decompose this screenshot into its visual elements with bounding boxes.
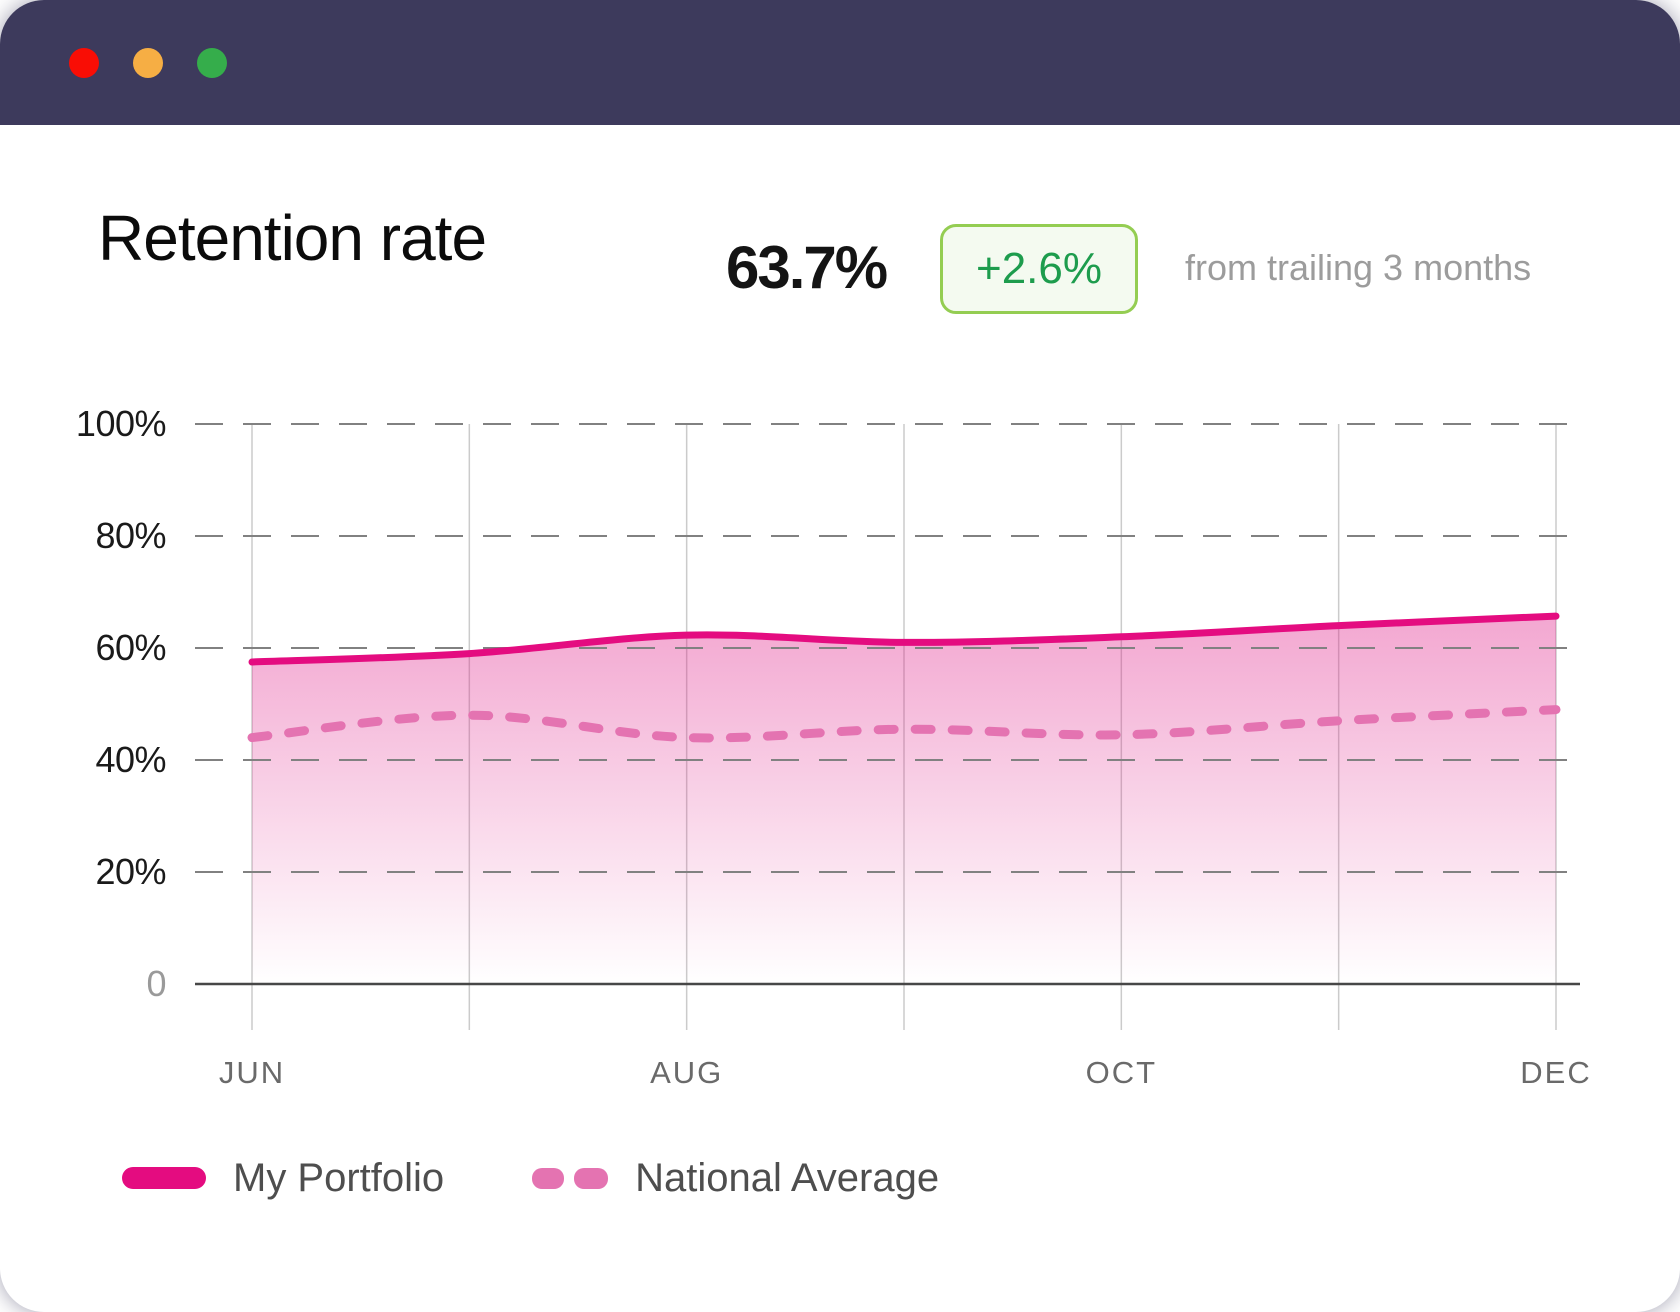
close-window-button[interactable] bbox=[69, 47, 99, 78]
zoom-window-button[interactable] bbox=[197, 47, 227, 78]
delta-badge: +2.6% bbox=[940, 224, 1138, 314]
y-axis-label: 20% bbox=[95, 851, 166, 892]
x-axis-label: OCT bbox=[1086, 1055, 1157, 1090]
area-fill bbox=[252, 616, 1556, 984]
y-axis-label: 60% bbox=[95, 627, 166, 668]
chart-legend: My Portfolio National Average bbox=[122, 1154, 939, 1202]
x-axis-label: JUN bbox=[219, 1055, 285, 1090]
y-axis-label: 0 bbox=[146, 963, 166, 1004]
series-line-my-portfolio bbox=[248, 612, 1560, 666]
legend-dash-segment bbox=[574, 1167, 609, 1189]
page-title: Retention rate bbox=[98, 202, 487, 274]
y-axis-label: 40% bbox=[95, 739, 166, 780]
legend-swatch-national-average bbox=[532, 1167, 609, 1189]
series-line-national-average bbox=[247, 705, 1561, 743]
y-axis-label: 80% bbox=[95, 515, 166, 556]
legend-label-my-portfolio: My Portfolio bbox=[233, 1156, 445, 1200]
retention-rate-value: 63.7% bbox=[726, 234, 888, 301]
x-axis-label: AUG bbox=[650, 1055, 723, 1090]
x-axis-label: DEC bbox=[1520, 1055, 1591, 1090]
y-axis-label: 100% bbox=[76, 403, 166, 444]
legend-dash-segment bbox=[532, 1167, 565, 1189]
minimize-window-button[interactable] bbox=[133, 47, 163, 78]
legend-label-national-average: National Average bbox=[635, 1156, 940, 1200]
delta-badge-value: +2.6% bbox=[976, 244, 1102, 293]
delta-caption: from trailing 3 months bbox=[1185, 247, 1532, 288]
legend-swatch-my-portfolio bbox=[122, 1167, 206, 1189]
window-titlebar bbox=[0, 0, 1680, 125]
